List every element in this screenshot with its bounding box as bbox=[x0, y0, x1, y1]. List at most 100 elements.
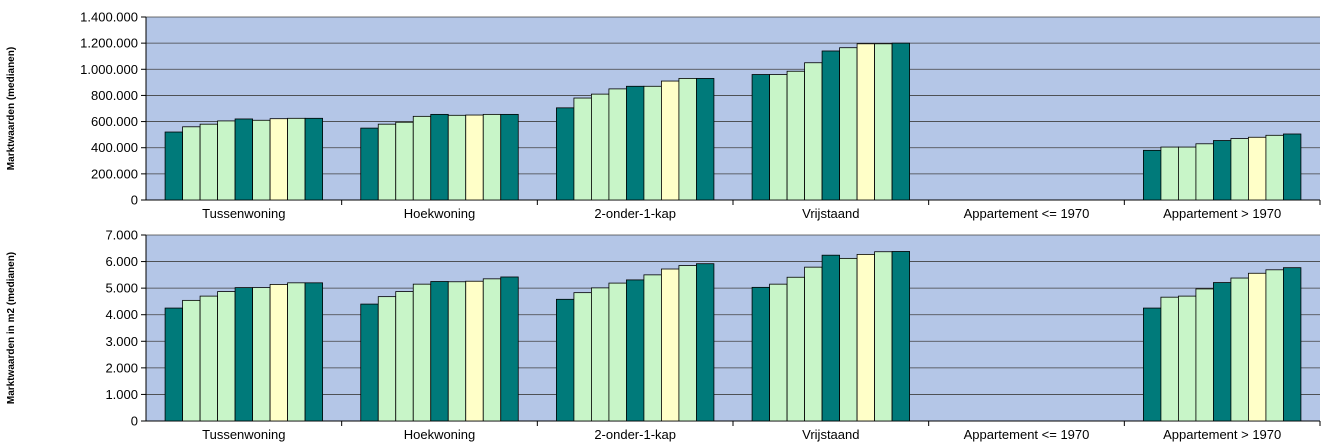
y-tick-label: 4.000 bbox=[105, 307, 138, 322]
y-tick-label: 1.200.000 bbox=[80, 36, 138, 51]
plot-area bbox=[146, 235, 1320, 421]
bar bbox=[500, 276, 519, 422]
x-category-label: Hoekwoning bbox=[404, 427, 476, 442]
bar bbox=[1230, 277, 1249, 422]
bar bbox=[1213, 140, 1232, 201]
x-category-label: Appartement > 1970 bbox=[1163, 206, 1281, 221]
bar bbox=[164, 307, 183, 422]
bar bbox=[1195, 288, 1214, 422]
bar bbox=[1178, 146, 1197, 201]
bar bbox=[626, 85, 645, 201]
bar bbox=[217, 291, 236, 422]
bar bbox=[751, 74, 770, 201]
bar bbox=[556, 107, 575, 201]
bar bbox=[769, 74, 788, 201]
bar bbox=[591, 93, 610, 201]
bar bbox=[1160, 146, 1179, 201]
bar bbox=[769, 283, 788, 422]
bar bbox=[269, 118, 288, 201]
bar bbox=[234, 118, 253, 201]
bar bbox=[430, 281, 449, 422]
bar bbox=[1248, 272, 1267, 422]
y-tick-label: 7.000 bbox=[105, 228, 138, 243]
bar bbox=[252, 287, 271, 422]
bar bbox=[1143, 307, 1162, 422]
bar bbox=[395, 121, 414, 201]
bar bbox=[182, 126, 201, 201]
x-category-label: Appartement <= 1970 bbox=[964, 427, 1090, 442]
bar bbox=[1213, 282, 1232, 422]
y-tick-label: 800.000 bbox=[91, 88, 138, 103]
x-category-label: Tussenwoning bbox=[202, 427, 285, 442]
bar bbox=[360, 127, 379, 201]
x-category-label: 2-onder-1-kap bbox=[594, 427, 676, 442]
y-tick-label: 0 bbox=[131, 414, 138, 429]
bar bbox=[786, 70, 805, 201]
bar bbox=[678, 78, 697, 201]
bar bbox=[395, 291, 414, 422]
bar bbox=[874, 43, 893, 201]
bar bbox=[269, 284, 288, 422]
bar bbox=[856, 253, 875, 422]
x-category-label: Appartement > 1970 bbox=[1163, 427, 1281, 442]
bar bbox=[678, 265, 697, 422]
y-tick-label: 1.000.000 bbox=[80, 62, 138, 77]
y-tick-label: 5.000 bbox=[105, 281, 138, 296]
bar bbox=[1143, 149, 1162, 201]
y-tick-label: 200.000 bbox=[91, 166, 138, 181]
bar bbox=[482, 278, 502, 422]
bar bbox=[1283, 133, 1302, 201]
y-tick-label: 600.000 bbox=[91, 114, 138, 129]
bar bbox=[1160, 296, 1179, 422]
x-category-label: Appartement <= 1970 bbox=[964, 206, 1090, 221]
x-category-label: Tussenwoning bbox=[202, 206, 285, 221]
x-category-label: Hoekwoning bbox=[404, 206, 476, 221]
bar bbox=[821, 50, 840, 201]
bar bbox=[430, 113, 449, 201]
y-tick-label: 2.000 bbox=[105, 360, 138, 375]
x-category-label: 2-onder-1-kap bbox=[594, 206, 676, 221]
plot-area bbox=[146, 17, 1320, 200]
bar bbox=[696, 78, 715, 201]
bar bbox=[804, 62, 823, 201]
bar bbox=[377, 296, 397, 422]
bar bbox=[182, 299, 201, 422]
bar bbox=[234, 287, 253, 422]
y-tick-label: 0 bbox=[131, 193, 138, 208]
bar bbox=[696, 263, 715, 422]
bar bbox=[591, 287, 610, 422]
bar bbox=[643, 274, 662, 422]
chart-market-value-per-m2: 0 1.000 2.000 3.000 4.000 5.000 6.000 7.000 Mark… bbox=[6, 228, 1321, 442]
y-tick-label: 400.000 bbox=[91, 140, 138, 155]
bar bbox=[751, 286, 770, 422]
bar bbox=[891, 42, 910, 201]
bar bbox=[447, 114, 467, 201]
chart-market-value: 0 200.000 400.000 600.000 800.000 1.000.000 1.… bbox=[6, 10, 1321, 221]
bar bbox=[1195, 143, 1214, 201]
bar bbox=[608, 88, 627, 201]
bar bbox=[1265, 134, 1284, 201]
bar bbox=[643, 85, 662, 201]
bar bbox=[839, 257, 858, 422]
bar bbox=[804, 266, 823, 422]
bar bbox=[199, 295, 218, 422]
bar bbox=[856, 43, 875, 201]
bar bbox=[412, 115, 432, 201]
y-tick-label: 1.400.000 bbox=[80, 10, 138, 25]
bar bbox=[1265, 269, 1284, 422]
bar bbox=[891, 251, 910, 422]
bar bbox=[573, 97, 592, 201]
y-axis-title: Marktwaarden in m2 (medianen) bbox=[6, 252, 17, 404]
y-tick-label: 6.000 bbox=[105, 254, 138, 269]
bar bbox=[626, 279, 645, 422]
bar bbox=[199, 123, 218, 201]
bar bbox=[786, 276, 805, 422]
bar bbox=[482, 113, 502, 201]
bar bbox=[1178, 295, 1197, 422]
bar bbox=[217, 120, 236, 201]
bar bbox=[500, 113, 519, 201]
y-tick-label: 1.000 bbox=[105, 387, 138, 402]
bar bbox=[1283, 267, 1302, 422]
bar bbox=[573, 292, 592, 422]
